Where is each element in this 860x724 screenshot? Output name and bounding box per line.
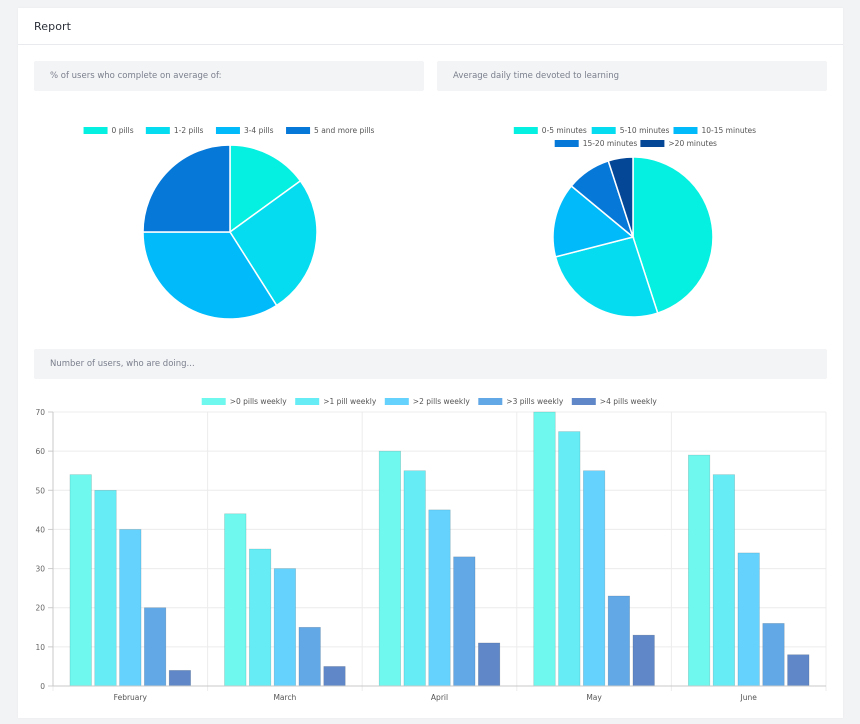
time-pie-label-15-20-minutes: 15-20 minutes xyxy=(583,139,638,148)
bar-may-4-pills-weekly xyxy=(632,634,655,687)
pills-pie-swatch-5-and-more-pills xyxy=(286,127,311,134)
bar-legend-swatch-3-pills-weekly xyxy=(478,398,503,405)
bar-april-0-pills-weekly xyxy=(378,450,401,687)
bar-february-1-pill-weekly xyxy=(94,489,117,687)
bar-april-2-pills-weekly xyxy=(428,509,451,687)
bar-chart-bars xyxy=(69,411,810,687)
pills-pie-slice-3-4-pills xyxy=(142,231,278,320)
pills-pie-slice-5-and-more-pills xyxy=(142,144,231,233)
bar-chart-legend: >0 pills weekly >1 pill weekly >2 pills we… xyxy=(201,397,658,406)
bar-legend-label-1-pill-weekly: >1 pill weekly xyxy=(323,397,377,406)
pills-pie-legend: 0 pills 1-2 pills 3-4 pills 5 and more pill… xyxy=(83,126,375,135)
xtick-label-february: February xyxy=(114,693,148,702)
bar-march-2-pills-weekly xyxy=(273,568,296,687)
xtick-label-april: April xyxy=(431,693,448,702)
pills-section-title: % of users who complete on average of: xyxy=(34,61,424,91)
bar-march-1-pill-weekly xyxy=(249,548,272,687)
bar-legend-swatch-1-pill-weekly xyxy=(295,398,320,405)
time-pie-label-20-minutes: >20 minutes xyxy=(668,139,717,148)
bar-march-0-pills-weekly xyxy=(224,513,247,687)
pills-pie-slices xyxy=(142,144,318,320)
time-pie-swatch-0-5-minutes xyxy=(513,127,538,134)
ytick-label-50: 50 xyxy=(35,486,45,495)
time-pie-swatch-5-10-minutes xyxy=(591,127,616,134)
bar-legend-swatch-0-pills-weekly xyxy=(201,398,226,405)
xtick-label-may: May xyxy=(586,693,602,702)
bar-april-4-pills-weekly xyxy=(478,642,501,687)
bar-april-1-pill-weekly xyxy=(403,470,426,687)
users-bar-chart: >0 pills weekly >1 pill weekly >2 pills we… xyxy=(35,397,827,702)
bar-legend-label-0-pills-weekly: >0 pills weekly xyxy=(230,397,288,406)
ytick-label-30: 30 xyxy=(35,565,45,574)
time-pie-slice-5-10-minutes xyxy=(554,236,659,318)
bar-february-2-pills-weekly xyxy=(119,529,142,687)
time-pie-legend: 0-5 minutes 5-10 minutes 10-15 minutes 15-2… xyxy=(513,126,757,148)
pills-pie-slice-1-2-pills xyxy=(228,179,318,307)
time-pie-label-10-15-minutes: 10-15 minutes xyxy=(702,126,757,135)
time-pie-label-0-5-minutes: 0-5 minutes xyxy=(542,126,587,135)
time-pie-slice-20-minutes xyxy=(607,156,634,238)
xtick-label-june: June xyxy=(740,693,758,702)
pills-pie-swatch-3-4-pills xyxy=(215,127,240,134)
time-pie-slice-10-15-minutes xyxy=(552,184,635,258)
ytick-label-10: 10 xyxy=(35,643,45,652)
bar-february-3-pills-weekly xyxy=(144,607,167,687)
bar-legend-label-4-pills-weekly: >4 pills weekly xyxy=(600,397,658,406)
ytick-label-20: 20 xyxy=(35,604,45,613)
bar-may-3-pills-weekly xyxy=(607,595,630,687)
time-pie-swatch-20-minutes xyxy=(640,140,665,147)
ytick-label-40: 40 xyxy=(35,525,45,534)
bar-february-4-pills-weekly xyxy=(168,670,191,687)
bar-may-1-pill-weekly xyxy=(558,431,581,687)
bar-legend-label-3-pills-weekly: >3 pills weekly xyxy=(506,397,564,406)
bar-june-1-pill-weekly xyxy=(712,474,735,687)
bar-june-3-pills-weekly xyxy=(762,623,785,687)
bar-june-4-pills-weekly xyxy=(787,654,810,687)
bar-march-3-pills-weekly xyxy=(298,626,321,687)
ytick-label-70: 70 xyxy=(35,408,45,417)
bar-february-0-pills-weekly xyxy=(69,474,92,687)
bar-legend-swatch-2-pills-weekly xyxy=(384,398,409,405)
bar-march-4-pills-weekly xyxy=(323,666,346,687)
bar-june-0-pills-weekly xyxy=(688,454,711,687)
time-section-title: Average daily time devoted to learning xyxy=(437,61,827,91)
pills-pie-label-3-4-pills: 3-4 pills xyxy=(244,126,274,135)
ytick-label-0: 0 xyxy=(40,682,45,691)
pills-pie-swatch-0-pills xyxy=(83,127,108,134)
pills-pie-slice-0-pills xyxy=(229,144,302,234)
bar-chart-axes: 0 10 20 30 40 50 60 70 February March April May June xyxy=(35,408,826,702)
pills-pie-label-1-2-pills: 1-2 pills xyxy=(174,126,204,135)
bar-april-3-pills-weekly xyxy=(453,556,476,687)
bar-may-2-pills-weekly xyxy=(583,470,606,687)
bar-june-2-pills-weekly xyxy=(737,552,760,687)
xtick-label-march: March xyxy=(273,693,296,702)
bar-may-0-pills-weekly xyxy=(533,411,556,687)
time-pie-swatch-10-15-minutes xyxy=(673,127,698,134)
time-pie-chart: 0-5 minutes 5-10 minutes 10-15 minutes 15-2… xyxy=(513,126,757,318)
time-pie-slices xyxy=(552,156,714,318)
pills-pie-label-5-and-more-pills: 5 and more pills xyxy=(314,126,374,135)
bar-legend-swatch-4-pills-weekly xyxy=(571,398,596,405)
time-pie-swatch-15-20-minutes xyxy=(554,140,579,147)
ytick-label-60: 60 xyxy=(35,447,45,456)
pills-pie-label-0-pills: 0 pills xyxy=(112,126,134,135)
users-section-title: Number of users, who are doing... xyxy=(34,349,827,379)
time-pie-slice-0-5-minutes xyxy=(632,156,714,315)
pills-pie-swatch-1-2-pills xyxy=(145,127,170,134)
pills-pie-chart: 0 pills 1-2 pills 3-4 pills 5 and more pill… xyxy=(83,126,375,320)
time-pie-label-5-10-minutes: 5-10 minutes xyxy=(620,126,670,135)
report-card: Report % of users who complete on averag… xyxy=(18,8,843,718)
card-title: Report xyxy=(18,8,843,45)
bar-legend-label-2-pills-weekly: >2 pills weekly xyxy=(413,397,471,406)
